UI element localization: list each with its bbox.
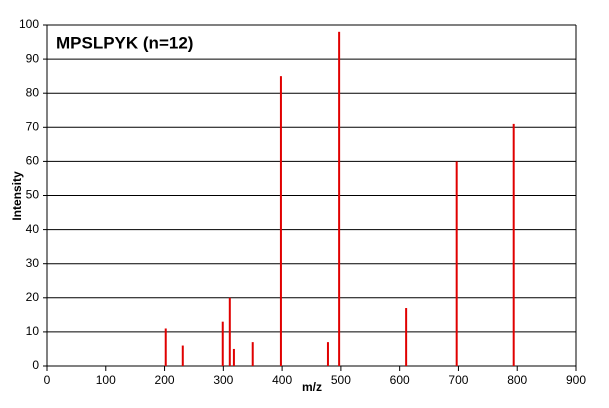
peak [221,321,224,366]
x-tick-label: 700 [448,373,468,387]
peak [512,123,515,366]
peak [326,342,329,366]
y-tick-label: 90 [26,51,40,65]
peak [279,76,282,367]
x-tick-label: 900 [566,373,586,387]
y-tick-label: 60 [26,154,40,168]
x-tick-label: 400 [272,373,292,387]
x-tick-label: 300 [213,373,233,387]
x-tick-label: 200 [155,373,175,387]
peak [455,161,458,366]
x-tick-label: 100 [96,373,116,387]
peak [232,348,235,366]
peak [405,308,408,366]
x-axis-title: m/z [302,380,322,394]
y-tick-label: 10 [26,324,40,338]
x-tick-label: 0 [44,373,51,387]
y-axis-title: Intensity [10,171,24,221]
peak [181,345,184,366]
y-tick-label: 100 [19,17,39,31]
y-tick-label: 50 [26,188,40,202]
peak [251,342,254,366]
peak [338,31,341,366]
y-tick-label: 70 [26,119,40,133]
y-tick-label: 0 [32,358,39,372]
peak [228,297,231,366]
y-tick-label: 40 [26,222,40,236]
y-tick-label: 80 [26,85,40,99]
y-tick-label: 20 [26,290,40,304]
y-tick-label: 30 [26,256,40,270]
x-tick-label: 500 [331,373,351,387]
x-tick-label: 800 [507,373,527,387]
x-tick-label: 600 [390,373,410,387]
peak [164,328,167,366]
chart-title: MPSLPYK (n=12) [56,33,193,52]
